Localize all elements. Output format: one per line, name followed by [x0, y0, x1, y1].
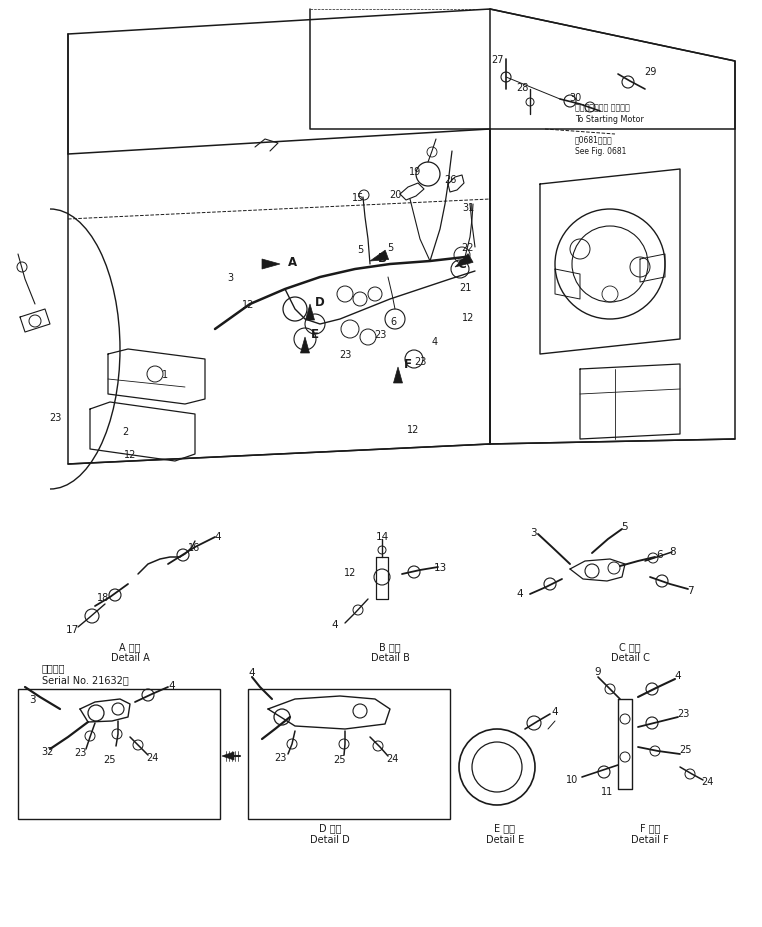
Text: 16: 16 — [188, 542, 200, 552]
Text: 6: 6 — [390, 317, 396, 326]
Text: 9: 9 — [594, 667, 601, 677]
Text: 23: 23 — [49, 413, 61, 423]
Polygon shape — [306, 305, 315, 321]
Text: 23: 23 — [374, 330, 386, 339]
Polygon shape — [262, 260, 280, 270]
Text: 4: 4 — [331, 619, 338, 629]
Text: 24: 24 — [386, 753, 399, 763]
Polygon shape — [370, 251, 389, 261]
Text: 5: 5 — [357, 245, 363, 255]
Text: 10: 10 — [566, 774, 578, 784]
Text: 23: 23 — [677, 708, 689, 718]
Text: F 詳細: F 詳細 — [640, 822, 660, 832]
Text: 3: 3 — [227, 273, 233, 283]
Polygon shape — [300, 337, 309, 353]
Text: 29: 29 — [644, 67, 656, 77]
Text: 11: 11 — [601, 786, 613, 796]
Text: E: E — [311, 328, 319, 341]
Text: 7: 7 — [687, 585, 693, 595]
Text: A 詳細: A 詳細 — [119, 641, 141, 652]
Text: スターティング モータへ: スターティング モータへ — [575, 104, 629, 112]
Text: 23: 23 — [414, 357, 426, 366]
Text: 23: 23 — [274, 752, 287, 762]
Text: See Fig. 0681: See Fig. 0681 — [575, 147, 626, 157]
Text: To Starting Motor: To Starting Motor — [575, 115, 644, 124]
Text: 23: 23 — [74, 747, 86, 757]
Text: 25: 25 — [334, 755, 346, 764]
Text: 17: 17 — [66, 624, 78, 634]
Text: 4: 4 — [517, 589, 523, 598]
Text: C: C — [458, 259, 466, 272]
Text: 24: 24 — [146, 752, 158, 762]
Text: 12: 12 — [242, 299, 255, 310]
Text: 21: 21 — [459, 283, 471, 293]
Text: 12: 12 — [407, 425, 419, 435]
Text: 31: 31 — [462, 203, 474, 213]
Text: D: D — [315, 295, 325, 308]
Text: D 詳細: D 詳細 — [319, 822, 341, 832]
Text: 14: 14 — [376, 531, 389, 541]
Text: 6: 6 — [657, 550, 663, 559]
Text: 3: 3 — [530, 527, 536, 538]
Text: 19: 19 — [409, 167, 421, 177]
Text: A: A — [289, 255, 298, 268]
Text: 4: 4 — [674, 670, 681, 680]
Text: 2: 2 — [122, 426, 128, 437]
Text: 25: 25 — [679, 744, 691, 755]
Text: 4: 4 — [248, 667, 255, 678]
Text: Detail C: Detail C — [610, 653, 649, 662]
Text: 1: 1 — [162, 370, 168, 379]
Text: 4: 4 — [432, 337, 438, 347]
Text: E 詳細: E 詳細 — [495, 822, 516, 832]
Text: 4: 4 — [552, 706, 559, 717]
Polygon shape — [222, 752, 234, 760]
Text: 15: 15 — [352, 193, 364, 203]
Bar — [248, 690, 450, 819]
Text: Detail A: Detail A — [110, 653, 149, 662]
Text: 3: 3 — [29, 694, 35, 705]
Text: 適用号機: 適用号機 — [42, 662, 66, 672]
Text: 32: 32 — [42, 746, 54, 756]
Text: 12: 12 — [344, 567, 356, 578]
Text: 28: 28 — [516, 83, 528, 93]
Text: 13: 13 — [434, 563, 447, 572]
Text: C 詳細: C 詳細 — [620, 641, 641, 652]
Bar — [18, 690, 220, 819]
Text: 12: 12 — [462, 312, 474, 323]
Text: 12: 12 — [123, 450, 136, 460]
Text: Detail F: Detail F — [631, 834, 669, 844]
Text: Detail B: Detail B — [370, 653, 409, 662]
Text: 27: 27 — [491, 55, 504, 65]
Text: 26: 26 — [443, 175, 456, 184]
Text: 第0681図参照: 第0681図参照 — [575, 135, 613, 145]
Text: 5: 5 — [622, 521, 629, 531]
Text: 8: 8 — [670, 546, 677, 556]
Text: 4: 4 — [215, 531, 221, 541]
Text: Serial No. 21632～: Serial No. 21632～ — [42, 674, 129, 684]
Text: 22: 22 — [462, 243, 474, 253]
Text: F: F — [404, 358, 412, 371]
Text: 25: 25 — [104, 755, 117, 764]
Polygon shape — [393, 368, 402, 384]
Text: 18: 18 — [97, 592, 109, 603]
Text: B: B — [377, 251, 386, 264]
Text: Detail D: Detail D — [310, 834, 350, 844]
Text: 24: 24 — [701, 776, 713, 786]
Text: 30: 30 — [569, 93, 581, 103]
Text: 5: 5 — [387, 243, 393, 253]
Text: 4: 4 — [168, 680, 175, 691]
Text: B 詳細: B 詳細 — [379, 641, 401, 652]
Text: 23: 23 — [339, 349, 351, 360]
Text: 20: 20 — [389, 190, 401, 200]
Polygon shape — [455, 254, 473, 268]
Text: Detail E: Detail E — [486, 834, 524, 844]
